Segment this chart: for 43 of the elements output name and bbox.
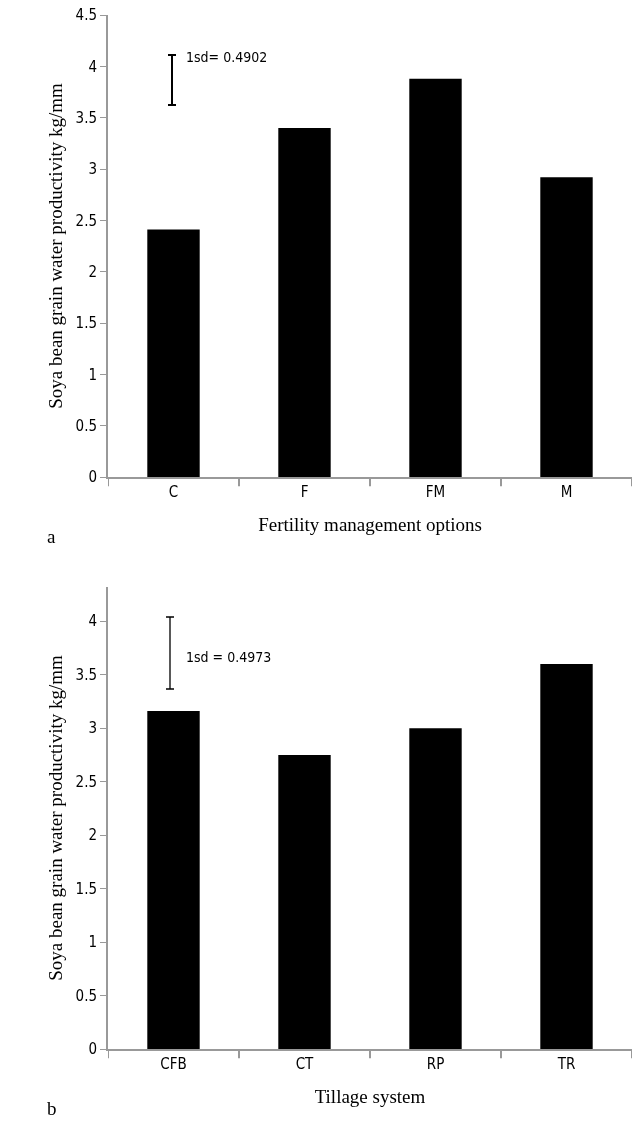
annotation: 1sd = 0.4973 [186,649,272,665]
y-tick-label: 2 [88,826,97,845]
y-tick-label: 1 [88,365,97,384]
x-tick-label: C [168,483,179,501]
bar [409,78,462,477]
y-tick-label: 4 [88,612,97,631]
y-tick-label: 3 [88,160,97,179]
y-tick-label: 3 [88,719,97,738]
text: b [47,1098,57,1119]
annotation: 1sd= 0.4902 [186,49,268,65]
y-tick-label: 1.5 [75,879,97,898]
bar [278,127,331,477]
bar [147,229,200,477]
bar [540,664,593,1049]
x-tick-label: CFB [160,1055,187,1073]
y-tick-label: 3.5 [75,108,97,127]
x-tick-label: TR [556,1055,576,1073]
x-tick-label: F [300,483,309,501]
x-tick-label: FM [425,483,446,501]
text: a [47,526,56,547]
bar [278,754,331,1049]
x-tick-label: M [560,483,573,501]
y-tick-label: 1 [88,933,97,952]
bar [409,728,462,1049]
y-axis-title: Soya bean grain water productivity kg/mm [44,83,66,409]
y-tick-label: 4.5 [75,6,97,25]
y-tick-label: 0 [88,468,97,487]
x-axis-title: Fertility management options [258,514,482,536]
y-tick-label: 1.5 [75,314,97,333]
y-tick-label: 3.5 [75,665,97,684]
y-tick-label: 0.5 [75,416,97,435]
bar [540,177,593,477]
x-tick-label: RP [426,1055,445,1073]
y-tick-label: 2.5 [75,772,97,791]
y-tick-label: 0 [88,1040,97,1059]
x-tick-label: CT [295,1055,315,1073]
y-tick-label: 2.5 [75,211,97,230]
y-tick-label: 4 [88,57,97,76]
y-tick-label: 2 [88,262,97,281]
y-axis-title: Soya bean grain water productivity kg/mm [44,655,66,981]
bar [147,711,200,1049]
x-axis-title: Tillage system [314,1086,426,1108]
y-tick-label: 0.5 [75,986,97,1005]
